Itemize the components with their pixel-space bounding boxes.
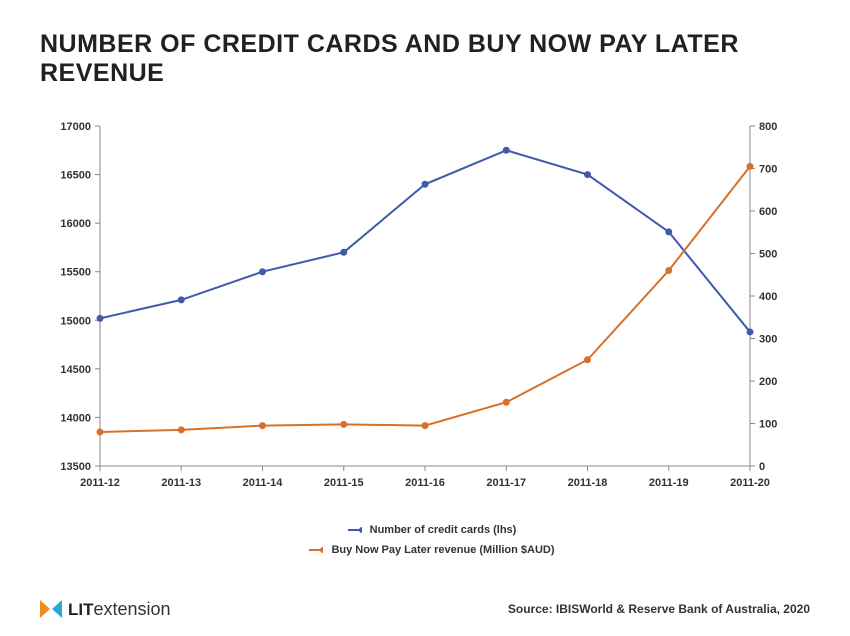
chart-card: NUMBER OF CREDIT CARDS AND BUY NOW PAY L… <box>0 0 850 636</box>
bnpl-marker <box>422 422 429 429</box>
credit-cards-marker <box>584 171 591 178</box>
y-left-tick-label: 16500 <box>60 170 91 182</box>
legend-item-credit-cards: Number of credit cards (lhs) <box>334 524 517 536</box>
x-tick-label: 2011-19 <box>649 477 689 489</box>
x-tick-label: 2011-12 <box>80 477 120 489</box>
brand-logo-text: LITextension <box>68 599 171 620</box>
bnpl-marker <box>259 422 266 429</box>
credit-cards-marker <box>259 268 266 275</box>
y-right-tick-label: 400 <box>759 291 777 303</box>
x-tick-label: 2011-14 <box>243 477 284 489</box>
x-tick-label: 2011-18 <box>568 477 608 489</box>
bnpl-marker <box>340 421 347 428</box>
source-citation: Source: IBISWorld & Reserve Bank of Aust… <box>508 602 810 616</box>
credit-cards-marker <box>97 315 104 322</box>
x-tick-label: 2011-13 <box>161 477 201 489</box>
y-left-tick-label: 15000 <box>60 315 91 327</box>
bnpl-line <box>100 166 750 432</box>
y-right-tick-label: 100 <box>759 419 777 431</box>
page-title: NUMBER OF CREDIT CARDS AND BUY NOW PAY L… <box>40 30 810 88</box>
credit-cards-marker <box>178 296 185 303</box>
y-left-tick-label: 14500 <box>60 364 91 376</box>
credit-cards-marker <box>340 249 347 256</box>
legend: Number of credit cards (lhs) Buy Now Pay… <box>40 520 810 560</box>
brand-logo-text-rest: extension <box>94 599 171 619</box>
credit-cards-marker <box>503 147 510 154</box>
y-right-tick-label: 800 <box>759 121 777 133</box>
credit-cards-line <box>100 150 750 332</box>
bnpl-marker <box>665 267 672 274</box>
y-left-tick-label: 16000 <box>60 218 91 230</box>
x-tick-label: 2011-16 <box>405 477 445 489</box>
y-right-tick-label: 700 <box>759 164 777 176</box>
legend-item-bnpl: Buy Now Pay Later revenue (Million $AUD) <box>295 544 554 556</box>
legend-swatch-icon <box>295 545 323 555</box>
credit-cards-marker <box>422 181 429 188</box>
x-tick-label: 2011-20 <box>730 477 770 489</box>
y-right-tick-label: 200 <box>759 376 777 388</box>
bnpl-marker <box>584 356 591 363</box>
x-tick-label: 2011-17 <box>486 477 526 489</box>
bnpl-marker <box>747 163 754 170</box>
bnpl-marker <box>97 429 104 436</box>
y-left-tick-label: 15500 <box>60 267 91 279</box>
y-left-tick-label: 17000 <box>60 121 91 133</box>
y-right-tick-label: 500 <box>759 249 777 261</box>
y-left-tick-label: 13500 <box>60 461 91 473</box>
bnpl-marker <box>503 399 510 406</box>
legend-swatch-icon <box>334 525 362 535</box>
y-left-tick-label: 14000 <box>60 412 91 424</box>
y-right-tick-label: 0 <box>759 461 765 473</box>
credit-cards-marker <box>747 328 754 335</box>
brand-logo: LITextension <box>40 598 171 620</box>
dual-axis-line-chart: 13500 14000 14500 15000 15500 16000 16500 17000… <box>40 106 810 506</box>
credit-cards-marker <box>665 228 672 235</box>
y-right-tick-label: 600 <box>759 206 777 218</box>
chart-area: 13500 14000 14500 15000 15500 16000 16500 17000… <box>40 106 810 506</box>
x-tick-label: 2011-15 <box>324 477 364 489</box>
legend-label: Number of credit cards (lhs) <box>370 524 517 536</box>
legend-label: Buy Now Pay Later revenue (Million $AUD) <box>331 544 554 556</box>
bnpl-marker <box>178 426 185 433</box>
y-right-tick-label: 300 <box>759 334 777 346</box>
brand-logo-text-bold: LIT <box>68 600 94 619</box>
brand-logo-icon <box>40 598 62 620</box>
footer: LITextension Source: IBISWorld & Reserve… <box>40 598 810 620</box>
